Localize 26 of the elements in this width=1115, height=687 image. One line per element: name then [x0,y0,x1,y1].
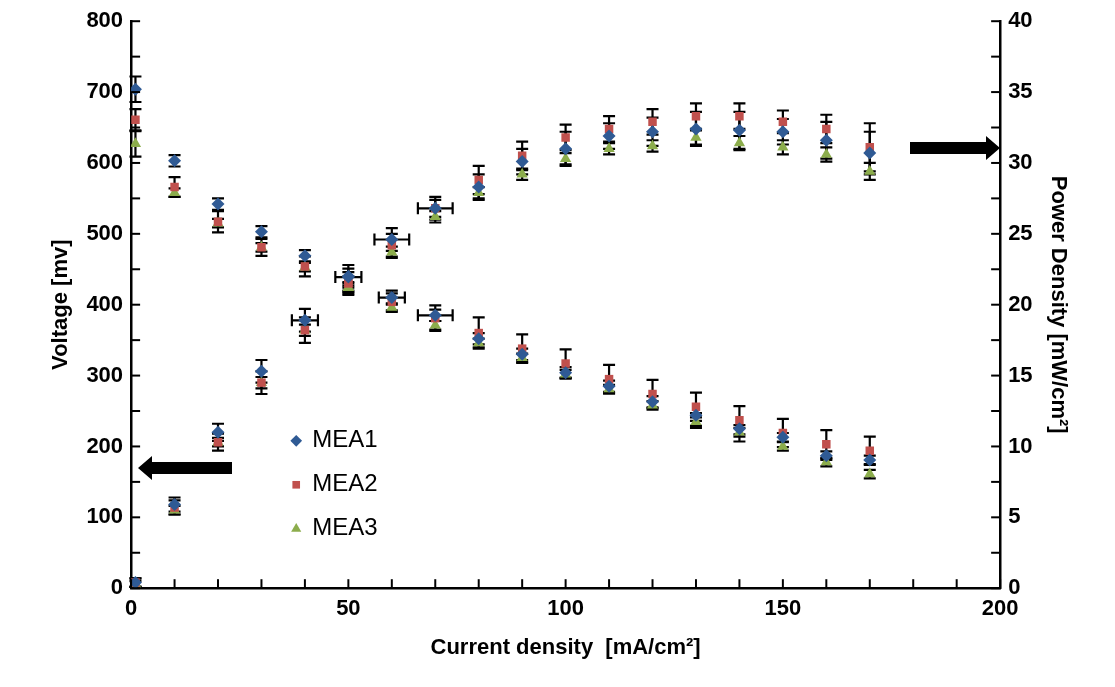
x-tick-label: 50 [336,595,361,621]
y-tick-label: 200 [86,432,124,458]
y2-tick-label: 40 [1008,7,1033,33]
legend-label: MEA2 [312,469,378,497]
x-axis-title: Current density [mA/cm²] [430,633,701,659]
y-tick-label: 800 [86,7,124,33]
y2-axis-title: Power Density [mW/cm²] [1046,175,1072,434]
y-tick-label: 400 [86,290,124,316]
y2-tick-label: 25 [1008,219,1033,245]
x-tick-label: 100 [547,595,584,621]
legend-label: MEA1 [312,425,378,453]
y-tick-label: 100 [86,503,124,529]
y2-tick-label: 20 [1008,290,1033,316]
y2-tick-label: 35 [1008,78,1033,104]
y-tick-label: 600 [86,149,124,175]
y2-tick-label: 5 [1008,503,1021,529]
legend-label: MEA3 [312,513,378,541]
x-tick-label: 150 [764,595,802,621]
y-axis-title: Voltage [mv] [47,239,73,370]
y2-tick-label: 10 [1008,432,1033,458]
y-tick-label: 0 [110,574,124,600]
y2-tick-label: 15 [1008,361,1033,387]
y-tick-label: 700 [86,78,124,104]
y-tick-label: 500 [86,219,124,245]
y2-tick-label: 30 [1008,149,1033,175]
y-tick-label: 300 [86,361,124,387]
